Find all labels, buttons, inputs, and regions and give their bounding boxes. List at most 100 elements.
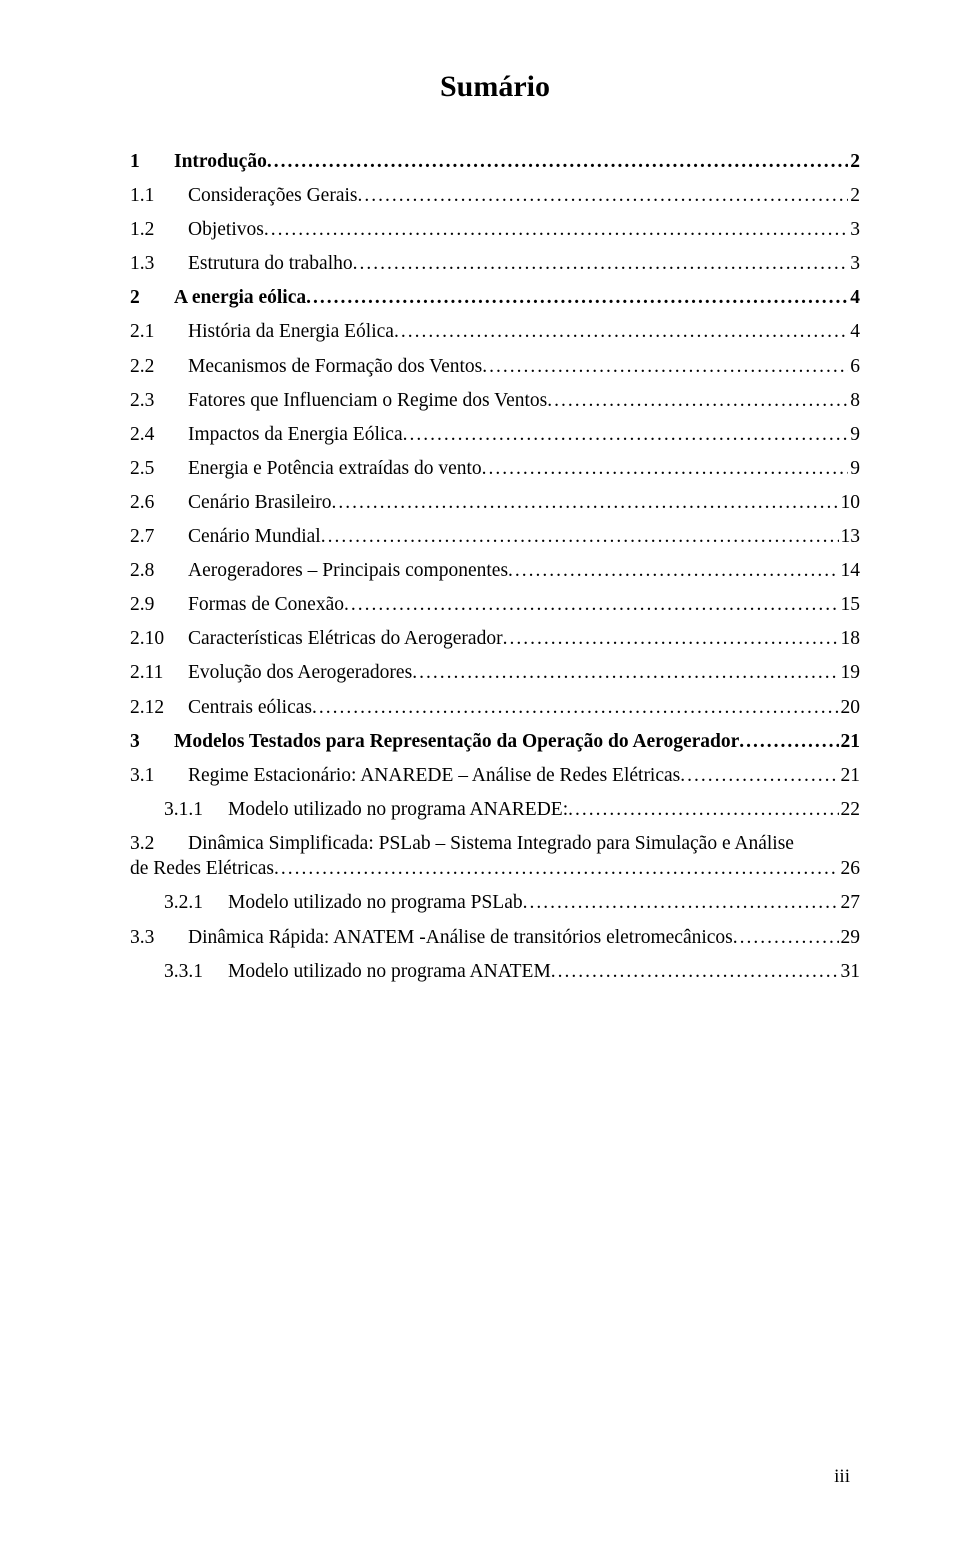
toc-entry: 3Modelos Testados para Representação da … <box>130 732 860 752</box>
toc-entry-number: 2.9 <box>130 595 188 615</box>
toc-entry: 3.2Dinâmica Simplificada: PSLab – Sistem… <box>130 834 860 854</box>
toc-entry-page: 15 <box>839 595 861 615</box>
toc-entry-page: 6 <box>848 357 860 377</box>
toc-entry-number: 3.3 <box>130 928 188 948</box>
toc-entry-number: 2.7 <box>130 527 188 547</box>
toc-entry-page: 21 <box>839 732 861 752</box>
toc-leader-dots <box>412 663 838 683</box>
toc-leader-dots <box>523 893 839 913</box>
toc-leader-dots <box>482 357 848 377</box>
toc-leader-dots <box>353 254 849 274</box>
toc-leader-dots <box>312 698 839 718</box>
toc-entry-page: 9 <box>848 425 860 445</box>
toc-leader-dots <box>344 595 839 615</box>
toc-entry-number: 3.3.1 <box>164 962 228 982</box>
toc-entry-page: 4 <box>848 288 860 308</box>
toc-entry: 2.6Cenário Brasileiro10 <box>130 493 860 513</box>
toc-entry-label: Objetivos <box>188 220 264 240</box>
toc-entry-number: 2.5 <box>130 459 188 479</box>
toc-entry-label: Regime Estacionário: ANAREDE – Análise d… <box>188 766 680 786</box>
toc-entry: 2.7Cenário Mundial 13 <box>130 527 860 547</box>
toc-entry: 1.1Considerações Gerais2 <box>130 186 860 206</box>
toc-entry-number: 3 <box>130 732 174 752</box>
toc-entry-label: Dinâmica Simplificada: PSLab – Sistema I… <box>188 834 794 854</box>
toc-leader-dots <box>482 459 849 479</box>
toc-entry-number: 2.3 <box>130 391 188 411</box>
toc-entry: 3.1Regime Estacionário: ANAREDE – Anális… <box>130 766 860 786</box>
toc-entry: 3.2.1Modelo utilizado no programa PSLab 2… <box>130 893 860 913</box>
toc-entry-label: Formas de Conexão <box>188 595 344 615</box>
page-number: iii <box>834 1466 850 1488</box>
toc-entry-number: 2.10 <box>130 629 188 649</box>
toc-leader-dots <box>267 152 848 172</box>
toc-entry-label: Dinâmica Rápida: ANATEM -Análise de tran… <box>188 928 733 948</box>
toc-leader-dots <box>547 391 848 411</box>
toc-entry-page: 13 <box>839 527 861 547</box>
toc-entry: 2.2Mecanismos de Formação dos Ventos6 <box>130 357 860 377</box>
toc-entry-label: Cenário Brasileiro <box>188 493 332 513</box>
toc-entry: 2.1História da Energia Eólica 4 <box>130 322 860 342</box>
toc-entry-label: Energia e Potência extraídas do vento <box>188 459 482 479</box>
toc-entry-label: Modelo utilizado no programa ANATEM <box>228 962 551 982</box>
toc-entry: 2.5Energia e Potência extraídas do vento… <box>130 459 860 479</box>
toc-entry-page: 22 <box>839 800 861 820</box>
toc-entry-number: 3.1.1 <box>164 800 228 820</box>
toc-entry-page: 19 <box>839 663 861 683</box>
toc-entry-label: Fatores que Influenciam o Regime dos Ven… <box>188 391 547 411</box>
toc-entry-label: Estrutura do trabalho <box>188 254 353 274</box>
toc-entry: 2.10Características Elétricas do Aeroger… <box>130 629 860 649</box>
toc-entry-label: Cenário Mundial <box>188 527 321 547</box>
toc-entry-label: Introdução <box>174 152 267 172</box>
toc-entry-number: 2.1 <box>130 322 188 342</box>
toc-entry-page: 4 <box>848 322 860 342</box>
toc-entry: 2.9Formas de Conexão 15 <box>130 595 860 615</box>
toc-entry-page: 8 <box>848 391 860 411</box>
toc-entry: 2.11Evolução dos Aerogeradores19 <box>130 663 860 683</box>
toc-leader-dots <box>394 322 848 342</box>
toc-leader-dots <box>274 859 838 879</box>
toc-entry-label: Características Elétricas do Aerogerador <box>188 629 503 649</box>
toc-entry-page: 2 <box>848 152 860 172</box>
toc-entry-page: 20 <box>839 698 861 718</box>
toc-entry: 2.8Aerogeradores – Principais componente… <box>130 561 860 581</box>
toc-entry-label: Modelo utilizado no programa PSLab <box>228 893 523 913</box>
toc-leader-dots <box>503 629 839 649</box>
toc-entry: 2A energia eólica4 <box>130 288 860 308</box>
toc-entry-number: 1.2 <box>130 220 188 240</box>
toc-entry: 2.12Centrais eólicas20 <box>130 698 860 718</box>
toc-entry-label: Mecanismos de Formação dos Ventos <box>188 357 482 377</box>
toc-entry-label: Modelos Testados para Representação da O… <box>174 732 739 752</box>
toc-entry-page: 21 <box>839 766 861 786</box>
toc-entry: 2.4Impactos da Energia Eólica9 <box>130 425 860 445</box>
toc-leader-dots <box>733 928 839 948</box>
toc-leader-dots <box>332 493 839 513</box>
toc-entry-number: 2.6 <box>130 493 188 513</box>
toc-leader-dots <box>680 766 838 786</box>
toc-entry-page: 29 <box>839 928 861 948</box>
toc-entry: 1Introdução2 <box>130 152 860 172</box>
toc-leader-dots <box>739 732 838 752</box>
page-title: Sumário <box>130 70 860 104</box>
toc-entry-page: 14 <box>839 561 861 581</box>
toc-entry-number: 1.1 <box>130 186 188 206</box>
toc-leader-dots <box>568 800 838 820</box>
toc-entry: 3.1.1Modelo utilizado no programa ANARED… <box>130 800 860 820</box>
toc-entry-label: de Redes Elétricas <box>130 859 274 879</box>
toc-entry-number: 1.3 <box>130 254 188 274</box>
toc-leader-dots <box>321 527 839 547</box>
toc-entry: 1.2Objetivos 3 <box>130 220 860 240</box>
toc-entry-number: 2.8 <box>130 561 188 581</box>
toc-entry-label: Evolução dos Aerogeradores <box>188 663 412 683</box>
toc-entry-number: 2.12 <box>130 698 188 718</box>
toc-leader-dots <box>357 186 848 206</box>
toc-entry-page: 3 <box>848 220 860 240</box>
toc-entry-number: 3.2.1 <box>164 893 228 913</box>
toc-leader-dots <box>508 561 838 581</box>
toc-entry-continuation: de Redes Elétricas26 <box>130 859 860 879</box>
toc-entry-page: 3 <box>848 254 860 274</box>
toc-entry-number: 3.2 <box>130 834 188 854</box>
toc-entry-number: 2 <box>130 288 174 308</box>
toc-entry-page: 27 <box>839 893 861 913</box>
toc-entry-label: Modelo utilizado no programa ANAREDE: <box>228 800 568 820</box>
toc-entry-label: História da Energia Eólica <box>188 322 394 342</box>
